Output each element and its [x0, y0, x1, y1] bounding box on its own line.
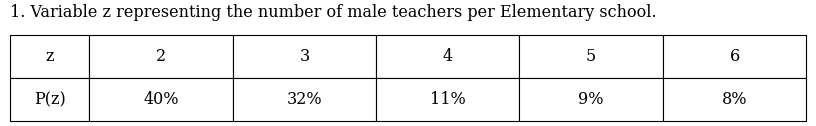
- Bar: [90, 78, 233, 121]
- Text: 11%: 11%: [430, 91, 466, 108]
- Text: 9%: 9%: [579, 91, 604, 108]
- Text: z: z: [46, 48, 54, 65]
- Text: 4: 4: [443, 48, 453, 65]
- Bar: [376, 78, 520, 121]
- Bar: [376, 35, 520, 78]
- Text: 6: 6: [730, 48, 739, 65]
- Text: 2: 2: [156, 48, 166, 65]
- Bar: [663, 35, 806, 78]
- Text: 5: 5: [586, 48, 596, 65]
- Bar: [520, 35, 663, 78]
- Bar: [10, 78, 90, 121]
- Text: 32%: 32%: [286, 91, 322, 108]
- Text: 40%: 40%: [144, 91, 179, 108]
- Bar: [90, 35, 233, 78]
- Text: 1. Variable z representing the number of male teachers per Elementary school.: 1. Variable z representing the number of…: [10, 4, 656, 21]
- Text: 3: 3: [299, 48, 309, 65]
- Bar: [10, 35, 90, 78]
- Text: 8%: 8%: [722, 91, 747, 108]
- Bar: [233, 78, 376, 121]
- Text: P(z): P(z): [33, 91, 65, 108]
- Bar: [663, 78, 806, 121]
- Bar: [233, 35, 376, 78]
- Bar: [520, 78, 663, 121]
